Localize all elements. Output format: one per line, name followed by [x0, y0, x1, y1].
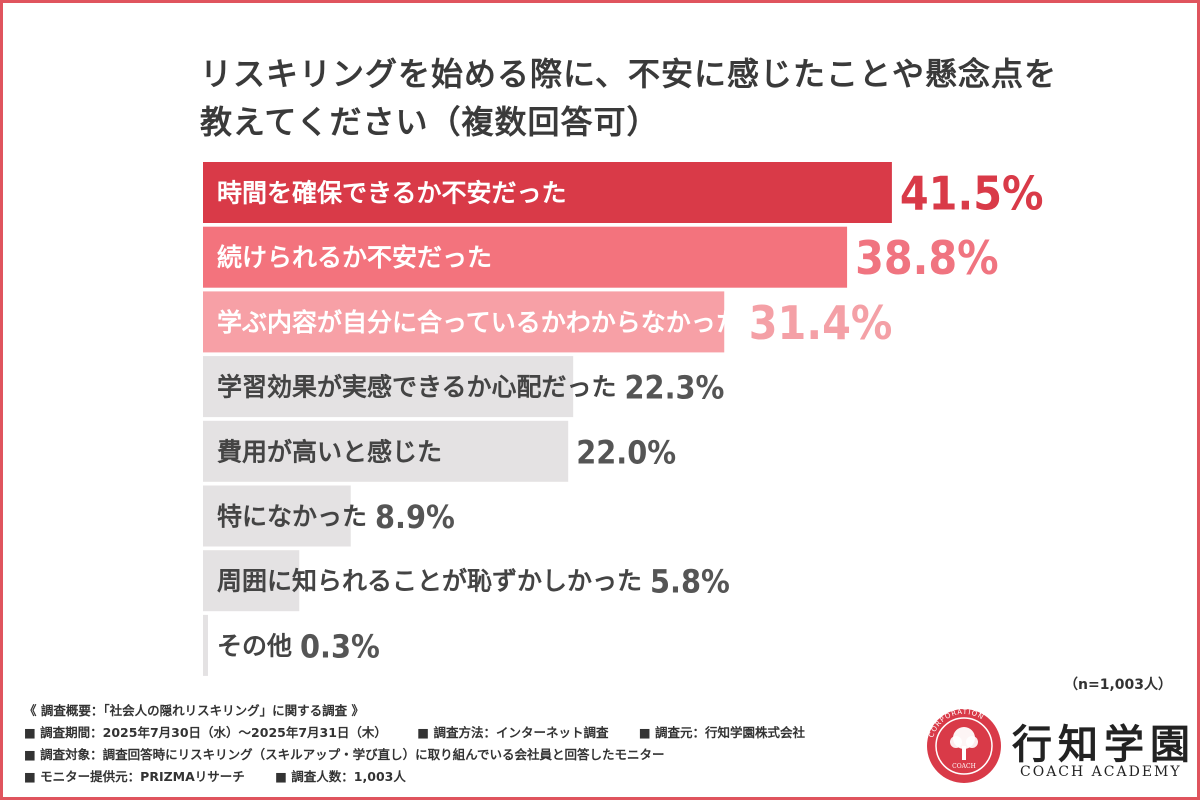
bar-value-label: 31.4%	[749, 296, 893, 350]
bar	[203, 485, 351, 547]
bar-category-label: 時間を確保できるか不安だった	[217, 179, 567, 208]
bar-group: 特になかった 8.9%	[203, 485, 455, 547]
seal-inner-text: COACH	[952, 763, 976, 770]
bar-value-label: 5.8%	[650, 563, 730, 601]
survey-provider: ■ モニター提供元：PRIZMAリサーチ	[24, 769, 245, 784]
bar	[203, 162, 892, 223]
bar	[203, 356, 574, 418]
bar-group: 時間を確保できるか不安だった 41.5%	[203, 162, 1043, 223]
bar-group: 学習効果が実感できるか心配だった 22.3%	[203, 356, 725, 418]
bar-value-label: 8.9%	[375, 498, 455, 536]
bar-chart: 時間を確保できるか不安だった 41.5% 続けられるか不安だった 38.8% 学ぶ内容が…	[203, 162, 1043, 676]
bar-group: 学ぶ内容が自分に合っているかわからなかった 31.4%	[203, 291, 893, 353]
company-logo: CORPORATION COACH 行知学園 COACH ACADEMY	[920, 708, 1190, 788]
chart-title-line-1: リスキリングを始める際に、不安に感じたことや懸念点を	[200, 55, 1058, 93]
bar	[203, 291, 725, 353]
survey-method: ■ 調査方法：インターネット調査	[417, 725, 609, 740]
bar-group: 費用が高いと感じた 22.0%	[203, 420, 676, 482]
logo-subtitle: COACH ACADEMY	[1020, 764, 1182, 780]
bar-value-label: 38.8%	[855, 231, 999, 285]
chart-title-line-2: 教えてください（複数回答可）	[200, 103, 660, 141]
survey-source: ■ 調査元：行知学園株式会社	[638, 725, 805, 740]
survey-period: ■ 調査期間：2025年7月30日（水）～2025年7月31日（木）	[24, 725, 387, 740]
bar-category-label: 周囲に知られることが恥ずかしかった	[217, 567, 642, 596]
bar-group: 続けられるか不安だった 38.8%	[203, 226, 999, 288]
bar-value-label: 22.3%	[625, 369, 725, 407]
bar-category-label: 学ぶ内容が自分に合っているかわからなかった	[217, 308, 741, 337]
bar	[203, 614, 208, 676]
bar-category-label: その他	[217, 631, 292, 660]
bar-category-label: 続けられるか不安だった	[217, 243, 492, 272]
bar	[203, 550, 300, 612]
logo-name: 行知学園	[1012, 721, 1196, 768]
bar-value-label: 41.5%	[900, 167, 1044, 221]
sample-size: （n=1,003人）	[1064, 677, 1172, 693]
bar-group: その他 0.3%	[203, 614, 380, 676]
survey-count: ■ 調査人数：1,003人	[275, 769, 406, 784]
bar-category-label: 特になかった	[217, 502, 367, 531]
bar-group: 周囲に知られることが恥ずかしかった 5.8%	[203, 550, 730, 612]
tree-seal-icon: CORPORATION COACH	[927, 708, 1001, 783]
bar-category-label: 学習効果が実感できるか心配だった	[217, 373, 617, 402]
bar-value-label: 0.3%	[300, 627, 380, 665]
bar-category-label: 費用が高いと感じた	[216, 437, 442, 466]
bar	[203, 226, 848, 288]
survey-overview: 《 調査概要：「社会人の隠れリスキリング」に関する調査 》	[24, 703, 364, 718]
bar	[203, 420, 569, 482]
survey-target: ■ 調査対象：調査回答時にリスキリング（スキルアップ・学び直し）に取り組んでいる…	[24, 747, 665, 762]
chart-title: リスキリングを始める際に、不安に感じたことや懸念点を 教えてください（複数回答可…	[200, 50, 1060, 146]
bar-value-label: 22.0%	[576, 433, 676, 471]
survey-footer: 《 調査概要：「社会人の隠れリスキリング」に関する調査 》 ■ 調査期間：202…	[24, 700, 924, 788]
